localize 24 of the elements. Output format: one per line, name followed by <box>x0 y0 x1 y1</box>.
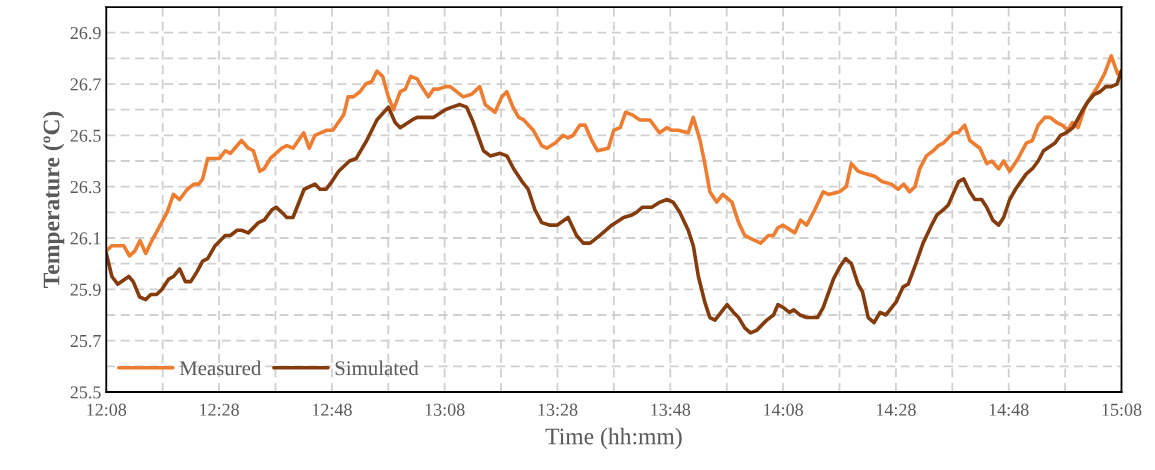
legend-label: Measured <box>179 360 262 376</box>
x-tick-label: 13:08 <box>425 403 465 416</box>
x-tick-label: 14:08 <box>764 403 803 416</box>
y-tick-label: 25.5 <box>70 386 101 399</box>
y-tick-label: 26.7 <box>70 78 101 91</box>
y-tick-label: 26.9 <box>70 27 101 40</box>
x-axis-title: Time (hh:mm) <box>545 427 682 450</box>
legend-label: Simulated <box>335 360 419 376</box>
x-tick-label: 12:08 <box>87 403 127 416</box>
line-series <box>106 69 1122 335</box>
line-series <box>106 54 1122 258</box>
y-tick-label: 26.3 <box>70 180 101 194</box>
x-tick-label: 13:28 <box>538 403 578 416</box>
y-tick-label: 25.7 <box>70 334 101 348</box>
y-tick-label: 26.5 <box>70 129 101 142</box>
x-tick-label: 13:48 <box>651 403 691 416</box>
x-tick-label: 12:28 <box>200 403 239 416</box>
x-tick-label: 14:48 <box>989 403 1029 416</box>
y-axis-title: Temperature (ºC) <box>42 111 65 288</box>
x-tick-label: 14:28 <box>876 403 916 416</box>
y-tick-label: 25.9 <box>70 283 101 296</box>
x-tick-label: 15:08 <box>1102 403 1142 416</box>
y-tick-label: 26.1 <box>70 232 101 245</box>
x-tick-label: 12:48 <box>312 403 352 416</box>
